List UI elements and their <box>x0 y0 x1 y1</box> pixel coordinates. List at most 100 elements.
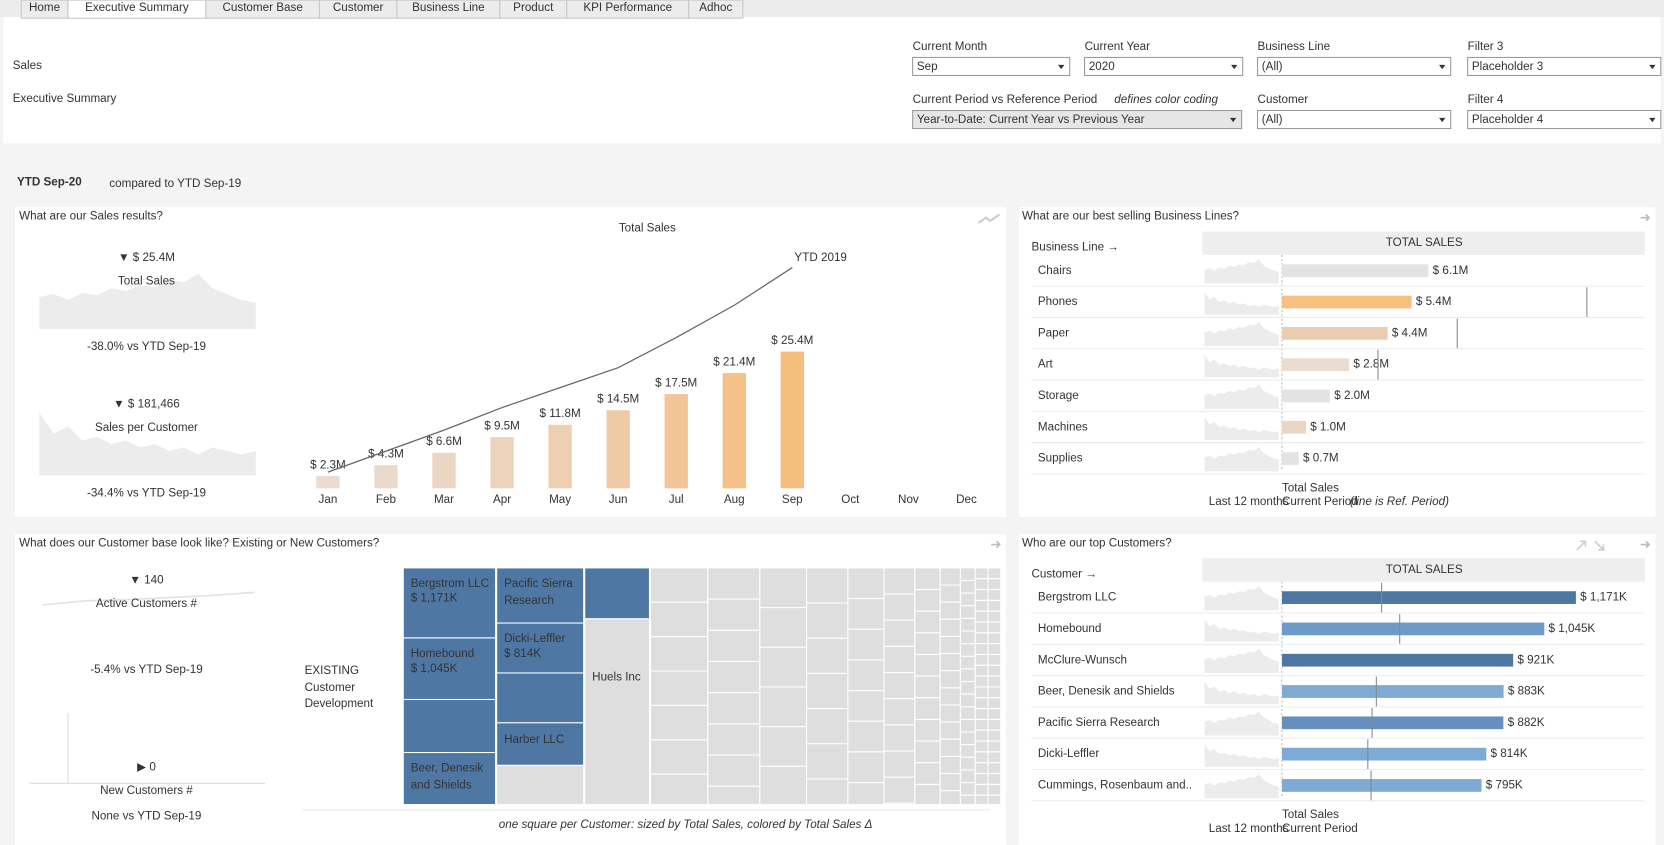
treemap-cell <box>959 592 976 607</box>
bar <box>1281 622 1545 636</box>
filter-value[interactable]: Placeholder 4 <box>1472 113 1544 126</box>
row-label[interactable]: McClure-Wunsch <box>1038 653 1127 666</box>
treemap-tile[interactable] <box>402 752 497 806</box>
kpi-value: ▶ 0 <box>137 760 156 773</box>
treemap-cell <box>974 589 989 601</box>
filter-dropdown[interactable] <box>1084 56 1244 77</box>
treemap-cell <box>883 776 916 804</box>
treemap-cell <box>847 751 885 784</box>
filter-dropdown[interactable] <box>1467 56 1662 77</box>
data-label: $ 921K <box>1517 653 1554 666</box>
treemap-cell <box>939 721 961 740</box>
row-label[interactable]: Homebound <box>1038 622 1102 635</box>
tab-label[interactable]: Customer Base <box>222 1 302 14</box>
treemap-cell <box>959 744 976 758</box>
filter-value[interactable]: (All) <box>1262 113 1283 126</box>
treemap-cell <box>974 578 989 591</box>
footer-period: Current Period <box>1282 822 1358 835</box>
row-label[interactable]: Bergstrom LLC <box>1038 591 1116 604</box>
dimension-header[interactable]: Customer → <box>1032 567 1097 580</box>
dimension-header[interactable]: Business Line → <box>1032 240 1119 253</box>
filter-note: defines color coding <box>1114 93 1218 106</box>
treemap-cell <box>974 697 989 710</box>
tab-label[interactable]: Executive Summary <box>85 1 189 14</box>
filter-value[interactable]: Year-to-Date: Current Year vs Previous Y… <box>917 113 1145 126</box>
row-label[interactable]: Art <box>1038 358 1054 371</box>
row-label[interactable]: Beer, Denesik and Shields <box>1038 685 1175 698</box>
row-label[interactable]: Machines <box>1038 420 1088 433</box>
treemap-tile[interactable] <box>496 567 585 624</box>
treemap-cell <box>987 567 1002 580</box>
tile-label: Beer, Denesik <box>411 762 484 775</box>
filter-label: Business Line <box>1258 40 1331 53</box>
panel-title[interactable]: What are our best selling Business Lines… <box>1022 210 1240 223</box>
tab-label[interactable]: KPI Performance <box>583 1 672 14</box>
treemap-cell <box>974 794 989 806</box>
bar <box>664 394 688 489</box>
row-label[interactable]: Cummings, Rosenbaum and.. <box>1038 779 1192 792</box>
filter-value[interactable]: 2020 <box>1089 60 1115 73</box>
x-tick-label: Jan <box>319 493 338 506</box>
tab-label[interactable]: Customer <box>333 1 384 14</box>
treemap-cell <box>939 618 961 637</box>
treemap-tile[interactable] <box>496 722 585 766</box>
panel-title[interactable]: What does our Customer base look like? E… <box>19 537 380 550</box>
tab-label[interactable]: Business Line <box>412 1 485 14</box>
treemap-tile[interactable] <box>496 622 585 674</box>
bar <box>490 437 514 489</box>
filter-label: Current Year <box>1085 40 1151 53</box>
treemap-note: one square per Customer: sized by Total … <box>499 818 873 831</box>
tab-label[interactable]: Adhoc <box>699 1 732 14</box>
data-label: $ 5.4M <box>1416 295 1452 308</box>
row-label[interactable]: Paper <box>1038 326 1069 339</box>
dropdown-arrow <box>1229 117 1237 123</box>
dropdown-arrow <box>1231 64 1238 70</box>
treemap-cell <box>883 750 916 778</box>
row-label[interactable]: Phones <box>1038 295 1078 308</box>
row-label[interactable]: Supplies <box>1038 452 1083 465</box>
sparkline <box>1204 354 1279 378</box>
bar <box>1281 326 1388 340</box>
filter-dropdown[interactable] <box>1257 109 1452 130</box>
treemap-cell <box>974 675 989 688</box>
filter-dropdown[interactable] <box>1257 56 1452 77</box>
treemap-tile[interactable] <box>402 567 497 639</box>
panel-title[interactable]: What are our Sales results? <box>19 210 163 223</box>
treemap-cell <box>959 617 976 632</box>
filter-dropdown[interactable] <box>912 56 1071 77</box>
filter-dropdown[interactable] <box>912 109 1243 130</box>
tab[interactable] <box>688 0 744 19</box>
row-label[interactable]: Storage <box>1038 389 1079 402</box>
row-label[interactable]: Pacific Sierra Research <box>1038 716 1160 729</box>
tab-label[interactable]: Home <box>29 1 60 14</box>
segment-label: Development <box>305 697 374 710</box>
tile-label: Research <box>504 594 554 607</box>
kpi-delta: -38.0% vs YTD Sep-19 <box>87 340 206 353</box>
panel-title[interactable]: Who are our top Customers? <box>1022 537 1172 550</box>
treemap-cell <box>939 584 961 603</box>
footer-period: Current Period <box>1282 495 1358 508</box>
treemap-cell <box>959 643 976 657</box>
treemap-cell <box>914 783 941 806</box>
bar <box>606 410 630 489</box>
treemap-cell <box>987 610 1002 623</box>
filter-value[interactable]: (All) <box>1262 60 1283 73</box>
tab-label[interactable]: Product <box>513 1 554 14</box>
treemap-cell <box>974 599 989 612</box>
row-label[interactable]: Chairs <box>1038 264 1072 277</box>
footer-measure: Total Sales <box>1282 808 1339 821</box>
treemap-tile[interactable] <box>584 618 651 806</box>
sparkline <box>1204 618 1279 642</box>
treemap-cell <box>959 756 976 771</box>
filter-value[interactable]: Sep <box>917 60 938 73</box>
kpi-delta: None vs YTD Sep-19 <box>91 809 201 822</box>
row-label[interactable]: Dicki-Leffler <box>1038 747 1099 760</box>
kpi-number: $ 25.4M <box>133 251 175 264</box>
filter-value[interactable]: Placeholder 3 <box>1472 60 1543 73</box>
treemap-cell <box>959 605 976 619</box>
x-tick-label: Aug <box>724 493 745 506</box>
treemap-tile[interactable] <box>402 637 497 701</box>
filter-dropdown[interactable] <box>1467 109 1662 130</box>
treemap-cell <box>987 664 1002 677</box>
x-tick-label: Feb <box>376 493 396 506</box>
